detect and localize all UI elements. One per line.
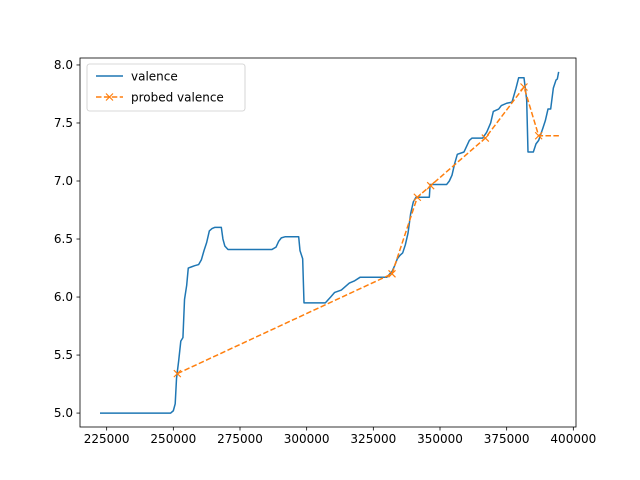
x-tick-label: 250000 [150,432,196,446]
y-tick-label: 5.5 [54,348,73,362]
x-tick-label: 375000 [484,432,530,446]
x-tick-label: 300000 [284,432,330,446]
data-point-probed-valence [520,83,528,91]
y-tick-label: 5.0 [54,406,73,420]
data-point-probed-valence [481,134,490,142]
legend: valence probed valence [86,63,246,112]
legend-box [86,63,246,112]
x-tick-label: 350000 [417,432,463,446]
data-point-probed-valence [534,131,543,140]
axes: 225000 250000 275000 300000 325000 350000 3750… [54,57,596,446]
y-tick-label: 6.0 [54,290,73,304]
x-tick-label: 325000 [350,432,396,446]
data-point-probed-valence [413,193,422,202]
y-tick-label: 6.5 [54,232,73,246]
series-line-probed-valence [177,86,560,375]
y-tick-label: 7.5 [54,116,73,130]
plot-frame [79,57,577,428]
x-tick-label: 275000 [217,432,263,446]
data-point-probed-valence [426,181,435,190]
legend-marker-probed-valence [105,93,114,101]
x-tick-label: 400000 [550,432,596,446]
y-tick-label: 8.0 [54,58,73,72]
legend-label-probed-valence: probed valence [131,91,224,105]
x-tick-label: 225000 [84,432,130,446]
data-point-probed-valence [388,269,396,278]
y-tick-label: 7.0 [54,174,73,188]
data-point-probed-valence [173,369,182,378]
plot-area [100,71,560,414]
legend-label-valence: valence [131,70,178,84]
